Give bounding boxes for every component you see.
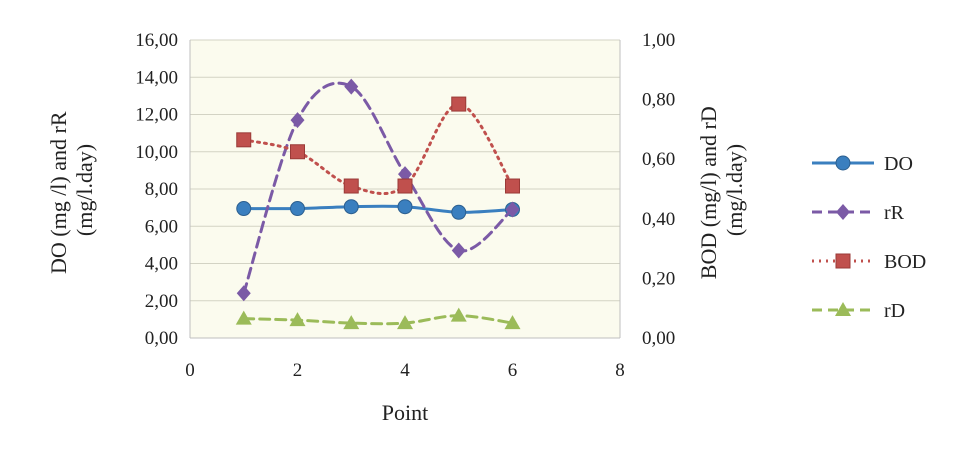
y-left-tick-label: 10,00	[135, 142, 178, 163]
data-point-do	[397, 199, 413, 215]
y-right-tick-label: 0,60	[642, 149, 675, 170]
y-right-tick-label: 0,40	[642, 209, 675, 230]
data-point-rr	[398, 166, 412, 183]
x-tick-label: 4	[400, 360, 410, 381]
data-point-rd	[289, 312, 306, 327]
y-left-tick-label: 8,00	[145, 179, 178, 200]
series-bod	[236, 96, 520, 196]
data-point-rr	[505, 201, 520, 218]
data-point-rd	[343, 315, 360, 330]
data-point-bod	[290, 144, 305, 160]
legend-item-bod: BOD	[812, 251, 926, 273]
x-tick-label: 2	[293, 360, 303, 381]
data-point-rd	[397, 315, 413, 330]
data-point-rd	[450, 307, 467, 322]
y-axis-right-title-line-1: BOD (mg/l) and rD	[696, 106, 721, 279]
legend-label-bod: BOD	[884, 251, 926, 273]
legend-item-rd: rD	[812, 300, 905, 322]
y-left-tick-label: 6,00	[145, 216, 178, 237]
x-axis-title: Point	[382, 400, 428, 425]
x-tick-label: 8	[615, 360, 625, 381]
legend-item-rr: rR	[812, 202, 905, 224]
tick-labels: 0,00 2,00 4,00 6,00 8,00 10,00 12,00 14,00 16,00…	[135, 30, 675, 381]
y-axis-right-title-line-2: (mg/l.day)	[722, 144, 747, 236]
data-point-rr	[451, 242, 466, 259]
legend-marker-rr	[836, 204, 850, 220]
legend-marker-bod	[835, 253, 851, 269]
data-point-do	[290, 201, 305, 217]
legend-item-do: DO	[812, 153, 913, 175]
data-point-rr	[344, 78, 359, 95]
y-left-tick-label: 2,00	[145, 291, 178, 312]
data-point-do	[451, 204, 467, 220]
legend: DO rR BOD rD	[812, 153, 926, 322]
legend-marker-rd	[835, 302, 851, 316]
y-right-tick-label: 0,80	[642, 90, 675, 111]
y-right-tick-label: 0,00	[642, 328, 675, 349]
data-point-bod	[397, 178, 413, 194]
data-point-bod	[451, 96, 467, 112]
y-axis-left-title-line-2: (mg/l.day)	[72, 144, 97, 236]
x-tick-label: 6	[508, 360, 518, 381]
series-rd	[235, 307, 521, 330]
y-left-tick-label: 0,00	[145, 328, 178, 349]
y-axis-left-title: DO (mg /l) and rR (mg/l.day)	[46, 106, 97, 274]
legend-label-rd: rD	[884, 300, 905, 322]
y-left-tick-label: 16,00	[135, 30, 178, 51]
series-do	[236, 199, 520, 220]
data-point-do	[236, 201, 252, 217]
series-line-rd	[242, 314, 514, 326]
y-left-tick-label: 12,00	[135, 105, 178, 126]
axes	[189, 40, 621, 339]
data-point-rr	[290, 112, 305, 129]
y-left-tick-label: 14,00	[135, 67, 178, 88]
y-axis-left-title-line-1: DO (mg /l) and rR	[46, 111, 71, 274]
data-point-bod	[236, 132, 252, 148]
series-layer	[235, 78, 521, 330]
legend-label-do: DO	[884, 153, 913, 175]
series-rr	[236, 78, 520, 302]
data-point-rr	[236, 285, 251, 302]
x-tick-label: 0	[185, 360, 195, 381]
data-point-do	[343, 199, 359, 215]
y-left-tick-label: 4,00	[145, 254, 178, 275]
y-axis-right-title: BOD (mg/l) and rD (mg/l.day)	[696, 101, 747, 279]
data-point-bod	[505, 178, 520, 194]
legend-label-rr: rR	[884, 202, 905, 224]
data-point-bod	[343, 178, 359, 194]
data-point-rd	[504, 315, 521, 330]
y-right-tick-label: 1,00	[642, 30, 675, 51]
legend-marker-do	[835, 155, 851, 171]
data-point-rd	[235, 310, 252, 325]
y-right-tick-label: 0,20	[642, 268, 675, 289]
